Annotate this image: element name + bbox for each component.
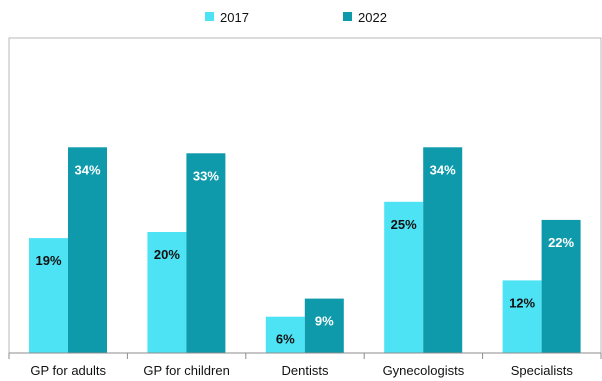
legend-swatch-2017: [205, 12, 214, 21]
bar-gp-for-adults-2017: [29, 238, 68, 354]
x-axis-tick-labels: GP for adults GP for children Dentists Gyne…: [30, 363, 573, 378]
bar-specialists-2022: [541, 219, 581, 353]
bar-gp-for-children-2022: [186, 153, 226, 353]
bar-dentists-2022: [304, 298, 344, 353]
data-label-dentists-2022: 9%: [315, 314, 334, 329]
data-label-specialists-2022: 22%: [548, 235, 574, 250]
data-labels-group: 19% 34% 20% 33% 6% 9% 25% 34% 12% 22%: [35, 162, 574, 346]
legend-swatch-2022: [343, 12, 352, 21]
data-label-specialists-2017: 12%: [509, 295, 535, 310]
data-label-gp-for-adults-2017: 19%: [35, 253, 61, 268]
bar-gynecologists-2022: [423, 147, 463, 353]
x-tick-label-specialists: Specialists: [511, 363, 574, 378]
legend-label-2022: 2022: [358, 10, 387, 25]
x-tick-label-gp-for-adults: GP for adults: [30, 363, 106, 378]
data-label-dentists-2017: 6%: [276, 332, 295, 347]
data-label-gp-for-children-2017: 20%: [154, 247, 180, 262]
x-tick-label-gp-for-children: GP for children: [143, 363, 229, 378]
x-axis-ticks: [8, 353, 602, 359]
data-label-gp-for-children-2022: 33%: [193, 168, 219, 183]
bar-gynecologists-2017: [384, 201, 424, 354]
legend-label-2017: 2017: [220, 10, 249, 25]
bars-group: [29, 147, 581, 354]
legend: 2017 2022: [205, 10, 387, 25]
bar-gp-for-children-2017: [147, 232, 187, 353]
x-tick-label-gynecologists: Gynecologists: [383, 363, 465, 378]
bar-gp-for-adults-2022: [68, 147, 107, 353]
x-tick-label-dentists: Dentists: [282, 363, 329, 378]
data-label-gynecologists-2022: 34%: [430, 162, 456, 177]
data-label-gynecologists-2017: 25%: [391, 217, 417, 232]
bar-specialists-2017: [502, 280, 542, 353]
data-label-gp-for-adults-2022: 34%: [74, 162, 100, 177]
bar-dentists-2017: [265, 316, 305, 353]
